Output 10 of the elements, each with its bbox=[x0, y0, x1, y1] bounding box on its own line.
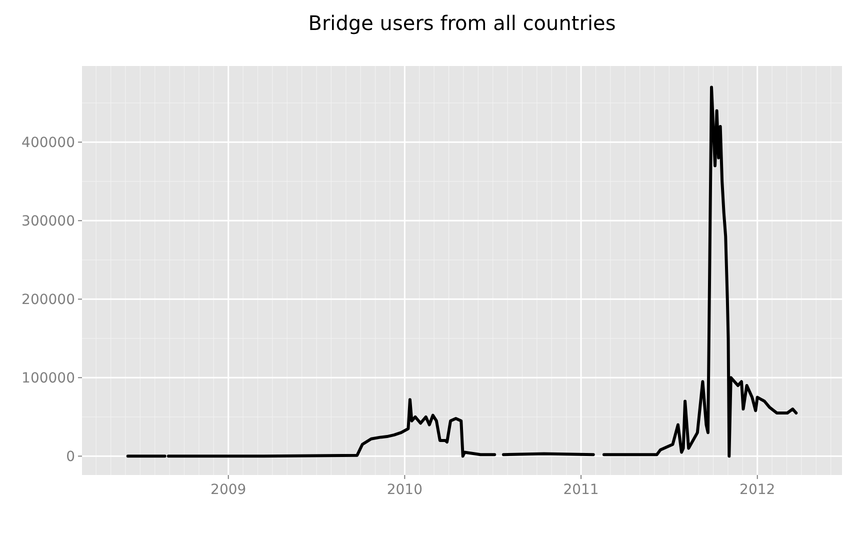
x-tick-label: 2011 bbox=[563, 482, 599, 498]
y-tick-label: 300000 bbox=[22, 214, 75, 230]
y-tick-label: 400000 bbox=[22, 135, 75, 152]
x-tick-label: 2012 bbox=[740, 482, 776, 498]
y-tick-label: 0 bbox=[66, 449, 75, 466]
y-tick-label: 100000 bbox=[22, 370, 75, 387]
chart-title: Bridge users from all countries bbox=[308, 11, 616, 35]
x-tick-label: 2009 bbox=[210, 482, 246, 498]
y-tick-label: 200000 bbox=[22, 292, 75, 308]
x-tick-label: 2010 bbox=[386, 482, 423, 498]
